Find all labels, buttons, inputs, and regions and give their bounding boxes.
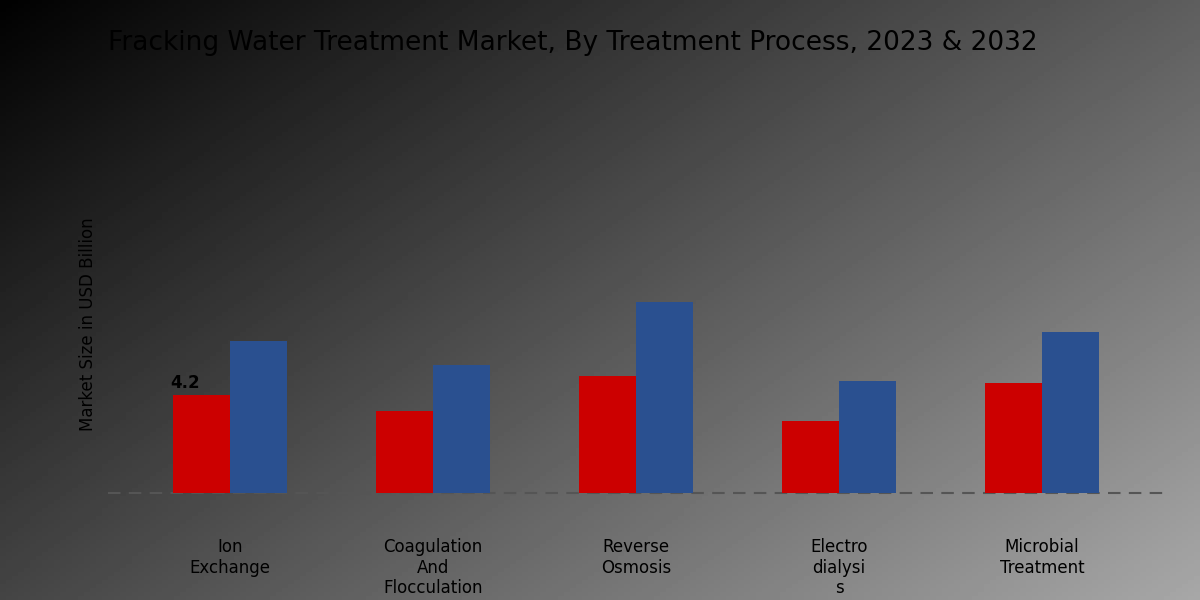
- Bar: [839, 381, 896, 493]
- Text: Fracking Water Treatment Market, By Treatment Process, 2023 & 2032: Fracking Water Treatment Market, By Trea…: [108, 30, 1038, 56]
- Text: 4.2: 4.2: [170, 374, 199, 392]
- Bar: [173, 395, 230, 493]
- Bar: [782, 421, 839, 493]
- Bar: [636, 302, 692, 493]
- Bar: [1042, 332, 1099, 493]
- Bar: [433, 365, 490, 493]
- Bar: [580, 376, 636, 493]
- Y-axis label: Market Size in USD Billion: Market Size in USD Billion: [79, 217, 97, 431]
- Bar: [985, 383, 1042, 493]
- Bar: [230, 341, 287, 493]
- Bar: [376, 412, 433, 493]
